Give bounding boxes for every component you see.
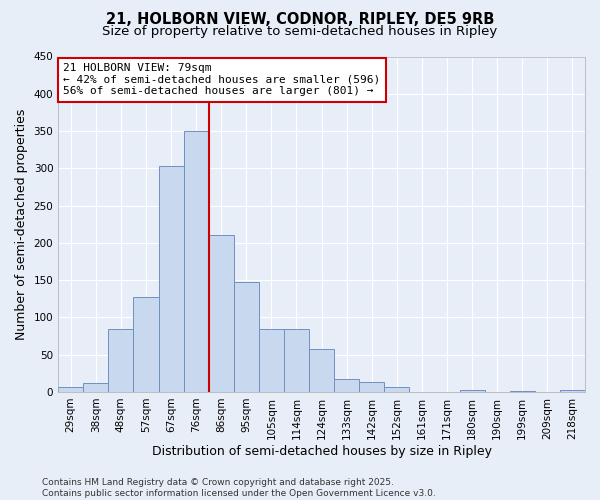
Y-axis label: Number of semi-detached properties: Number of semi-detached properties: [15, 108, 28, 340]
X-axis label: Distribution of semi-detached houses by size in Ripley: Distribution of semi-detached houses by …: [152, 444, 491, 458]
Bar: [309, 350, 334, 392]
Bar: [83, 383, 109, 392]
Text: Contains HM Land Registry data © Crown copyright and database right 2025.
Contai: Contains HM Land Registry data © Crown c…: [42, 478, 436, 498]
Text: 21, HOLBORN VIEW, CODNOR, RIPLEY, DE5 9RB: 21, HOLBORN VIEW, CODNOR, RIPLEY, DE5 9R…: [106, 12, 494, 28]
Text: 21 HOLBORN VIEW: 79sqm
← 42% of semi-detached houses are smaller (596)
56% of se: 21 HOLBORN VIEW: 79sqm ← 42% of semi-det…: [64, 63, 380, 96]
Bar: [234, 282, 259, 392]
Bar: [259, 328, 284, 392]
Text: Size of property relative to semi-detached houses in Ripley: Size of property relative to semi-detach…: [103, 25, 497, 38]
Bar: [510, 391, 535, 392]
Bar: [460, 390, 485, 392]
Bar: [184, 131, 209, 392]
Bar: [209, 236, 234, 392]
Bar: [359, 382, 385, 392]
Bar: [133, 296, 158, 392]
Bar: [58, 388, 83, 392]
Bar: [334, 378, 359, 392]
Bar: [158, 166, 184, 392]
Bar: [560, 390, 585, 392]
Bar: [284, 328, 309, 392]
Bar: [385, 386, 409, 392]
Bar: [109, 328, 133, 392]
